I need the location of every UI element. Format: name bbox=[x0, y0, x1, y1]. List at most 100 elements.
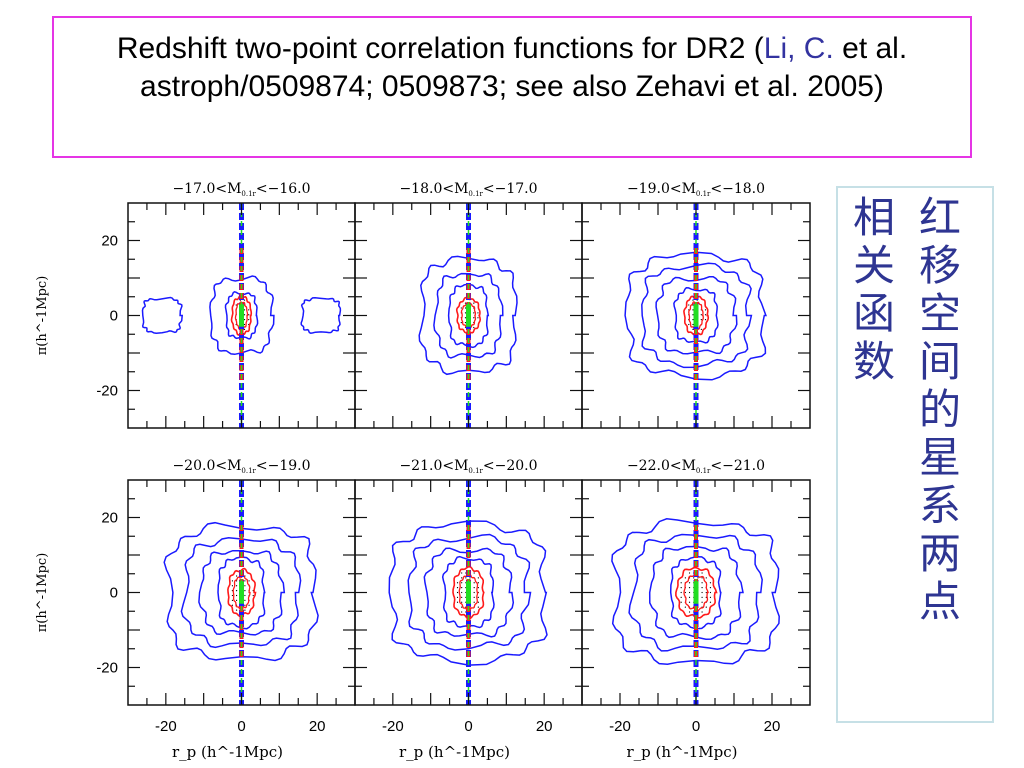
contour-dot bbox=[248, 309, 250, 311]
contour-inner bbox=[227, 567, 257, 618]
contour-dot bbox=[688, 304, 690, 306]
contour-dot bbox=[243, 319, 246, 321]
title-rest: et al. astroph/0509874; 0509873; see als… bbox=[140, 32, 908, 103]
contour-dot bbox=[248, 580, 250, 582]
side-caption-char: 移 bbox=[918, 241, 961, 290]
contour-dot bbox=[461, 596, 463, 598]
contour-outer bbox=[441, 555, 495, 629]
contour-outer bbox=[673, 287, 719, 344]
contour-dot bbox=[701, 611, 703, 613]
contour-inner bbox=[234, 301, 249, 330]
contour-outer bbox=[433, 272, 504, 359]
panel-title: −21.0<M0.1r<−20.0 bbox=[399, 458, 537, 475]
contour-outer bbox=[611, 518, 780, 665]
contour-dot bbox=[684, 591, 686, 594]
contour-dot bbox=[456, 587, 459, 589]
contour-dot bbox=[473, 601, 475, 603]
x-tick-label: -20 bbox=[155, 718, 177, 735]
contour-outer bbox=[388, 520, 548, 666]
contour-dot bbox=[461, 606, 463, 608]
contour-dot bbox=[231, 594, 234, 597]
side-caption-char: 数 bbox=[852, 337, 895, 386]
panel-5: −21.0<M0.1r<−20.0 -20 0 20 r_p (h^-1Mpc) bbox=[354, 458, 583, 761]
contour-dot bbox=[235, 304, 237, 306]
contour-dot bbox=[705, 577, 707, 579]
contour-dot bbox=[704, 309, 707, 311]
side-caption-char: 红 bbox=[918, 193, 961, 242]
contour-dot bbox=[477, 601, 479, 603]
contour-dot bbox=[477, 587, 479, 589]
contour-dot bbox=[701, 596, 703, 598]
title-main: Redshift two-point correlation functions… bbox=[116, 32, 764, 65]
side-caption-char: 的 bbox=[918, 385, 961, 434]
contour-dot bbox=[692, 319, 694, 321]
slide-title: Redshift two-point correlation functions… bbox=[52, 16, 972, 158]
contour-outer bbox=[180, 537, 302, 649]
contour-dot bbox=[477, 312, 479, 314]
contour-dot bbox=[473, 591, 475, 594]
contour-dot bbox=[688, 582, 691, 584]
contour-inner bbox=[683, 574, 710, 612]
x-tick-label: 20 bbox=[764, 718, 781, 735]
contour-dot bbox=[244, 604, 246, 606]
core-peak bbox=[466, 304, 471, 327]
contour-dot bbox=[477, 577, 479, 579]
contour-dot bbox=[701, 572, 703, 574]
contour-outer bbox=[407, 533, 532, 651]
contour-dot bbox=[244, 609, 246, 611]
x-axis-label: r_p (h^-1Mpc) bbox=[627, 743, 738, 761]
x-tick-label: 0 bbox=[237, 718, 245, 735]
contour-dot bbox=[688, 601, 691, 603]
contour-inner bbox=[230, 295, 253, 336]
side-caption-char: 关 bbox=[852, 241, 895, 290]
contour-dot bbox=[461, 611, 463, 613]
contour-dot bbox=[461, 577, 463, 579]
contour-dot bbox=[460, 322, 462, 324]
x-axis-label: r_p (h^-1Mpc) bbox=[172, 743, 283, 761]
x-tick-label: 0 bbox=[464, 718, 472, 735]
panel-6: −22.0<M0.1r<−21.0 -20 0 20 r_p (h^-1Mpc) bbox=[581, 458, 811, 761]
x-tick-label: 20 bbox=[309, 718, 326, 735]
contour-dot bbox=[243, 328, 246, 330]
contour-outer bbox=[163, 521, 319, 662]
contour-dot bbox=[460, 307, 462, 309]
contour-dot bbox=[473, 572, 475, 574]
y-tick-label: -20 bbox=[96, 660, 118, 677]
contour-dot bbox=[243, 314, 246, 316]
side-caption-column-2: 相关函数 bbox=[852, 194, 896, 386]
contour-outer bbox=[624, 251, 767, 381]
core-peak bbox=[466, 581, 471, 604]
contour-inner bbox=[455, 296, 482, 334]
panel-4: −20.0<M0.1r<−19.0 -20 0 20 π(h^-1Mpc) -20 0 20 r… bbox=[35, 458, 356, 761]
contour-outer bbox=[423, 547, 515, 638]
core-peak bbox=[239, 304, 244, 327]
contour-dot bbox=[704, 314, 707, 316]
contour-dot bbox=[705, 591, 707, 594]
contour-dot bbox=[684, 577, 686, 579]
x-tick-label: -20 bbox=[382, 718, 404, 735]
contour-dot bbox=[709, 596, 712, 598]
contour-dot bbox=[461, 601, 463, 603]
side-caption-char: 函 bbox=[852, 289, 895, 338]
contour-dot bbox=[684, 606, 686, 608]
side-caption-char: 两 bbox=[918, 529, 961, 578]
contour-dot bbox=[473, 326, 475, 329]
side-caption-char: 间 bbox=[918, 337, 961, 386]
contour-dot bbox=[456, 596, 459, 598]
contour-dot bbox=[464, 312, 467, 314]
contour-outer bbox=[648, 545, 744, 640]
contour-dot bbox=[700, 328, 702, 330]
contour-dot bbox=[464, 307, 467, 309]
contour-side-lobe bbox=[141, 296, 184, 334]
contour-dot bbox=[688, 596, 691, 598]
x-tick-label: -20 bbox=[609, 718, 631, 735]
contour-dot bbox=[477, 596, 479, 598]
contour-inner bbox=[232, 575, 251, 610]
contour-dot bbox=[692, 299, 694, 301]
contour-dot bbox=[235, 575, 238, 577]
contour-inner bbox=[675, 566, 718, 619]
contour-dot bbox=[231, 580, 234, 582]
contour-inner bbox=[683, 295, 710, 336]
contour-dot bbox=[461, 587, 463, 589]
contour-dot bbox=[244, 585, 246, 587]
